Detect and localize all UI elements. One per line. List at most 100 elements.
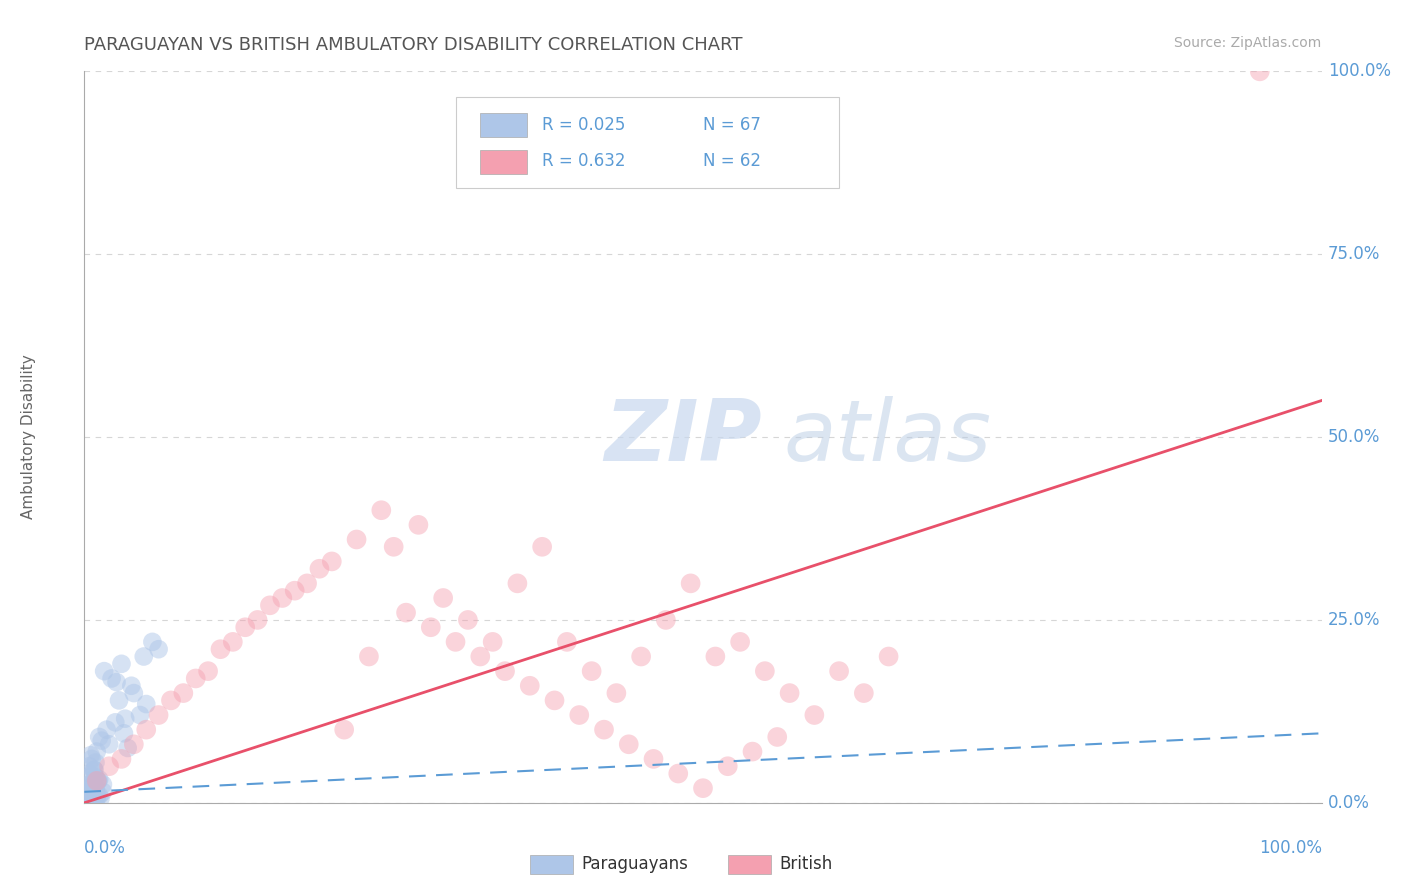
Point [82,792,104,806]
Point [741,745,763,759]
Point [79,784,101,798]
Point [148,708,170,723]
Point [779,686,801,700]
Point [233,620,256,634]
Point [100,672,122,686]
Point [80,780,103,794]
Point [828,664,851,678]
Point [79,777,101,791]
Point [82,778,104,792]
Point [77,786,100,800]
Point [470,649,492,664]
Point [1249,64,1271,78]
Point [519,679,541,693]
Point [395,606,418,620]
Point [80,752,103,766]
Point [83,793,105,807]
Point [184,672,207,686]
Point [84,756,107,770]
Point [295,576,318,591]
Point [333,723,356,737]
Point [80,793,103,807]
Point [803,708,825,723]
Point [84,782,107,797]
Point [87,773,110,788]
Point [79,794,101,808]
Point [84,770,107,784]
Point [84,782,107,797]
Point [543,693,565,707]
Text: 100.0%: 100.0% [1327,62,1391,80]
Text: Source: ZipAtlas.com: Source: ZipAtlas.com [1174,36,1322,50]
Point [222,635,245,649]
Point [419,620,441,634]
Point [83,763,105,777]
Point [79,766,101,780]
Point [321,554,343,568]
Point [77,786,100,800]
Point [172,686,194,700]
Point [408,517,430,532]
Text: R = 0.025: R = 0.025 [543,116,626,134]
Text: atlas: atlas [783,395,991,479]
Text: R = 0.632: R = 0.632 [543,153,626,170]
Point [86,790,108,805]
Point [117,740,139,755]
Point [370,503,392,517]
Point [679,576,702,591]
Point [93,664,115,678]
Point [555,635,578,649]
Point [506,576,529,591]
Point [96,723,118,737]
Point [110,752,132,766]
Point [308,562,330,576]
Text: 75.0%: 75.0% [1327,245,1381,263]
Point [444,635,467,649]
Text: 25.0%: 25.0% [1327,611,1381,629]
Point [494,664,516,678]
Text: PARAGUAYAN VS BRITISH AMBULATORY DISABILITY CORRELATION CHART: PARAGUAYAN VS BRITISH AMBULATORY DISABIL… [84,36,742,54]
Point [135,697,157,711]
Point [728,635,751,649]
Point [581,664,603,678]
Point [79,789,101,804]
Point [457,613,479,627]
Point [79,748,101,763]
Point [617,737,640,751]
Point [197,664,219,678]
Point [692,781,714,796]
Bar [481,150,527,174]
Point [643,752,665,766]
Point [568,708,591,723]
Point [160,693,183,707]
Point [120,679,142,693]
Point [89,730,111,744]
Point [481,635,503,649]
FancyBboxPatch shape [456,97,839,188]
Point [704,649,727,664]
Point [83,763,105,777]
Point [89,772,111,787]
Bar [481,113,527,137]
Point [112,726,135,740]
Point [79,789,101,804]
Text: N = 62: N = 62 [703,153,761,170]
Point [766,730,789,744]
Point [655,613,678,627]
Text: 0.0%: 0.0% [1327,794,1369,812]
Point [86,787,108,801]
Point [346,533,368,547]
Point [122,737,145,751]
Bar [530,855,574,874]
Point [148,642,170,657]
Point [141,635,163,649]
Point [98,759,121,773]
Point [77,792,100,806]
Point [83,788,105,802]
Text: Paraguayans: Paraguayans [582,855,689,872]
Point [432,591,454,605]
Point [271,591,294,605]
Text: 100.0%: 100.0% [1258,839,1322,857]
Text: British: British [780,855,832,872]
Point [87,773,110,788]
